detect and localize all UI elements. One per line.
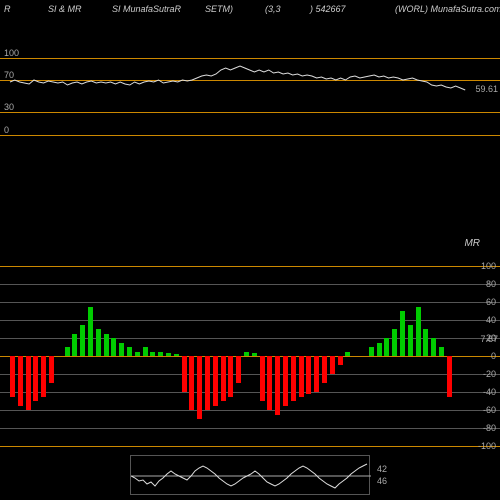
mr-bar: [174, 354, 179, 356]
axis-label: -60: [483, 405, 496, 415]
mr-bar: [80, 325, 85, 357]
gridline: [0, 320, 500, 321]
mr-bar: [275, 356, 280, 415]
mr-bar: [345, 352, 350, 357]
mr-bar: [369, 347, 374, 356]
chart-header: R SI & MR SI MunafaSutraR SETM) (3,3 ) 5…: [0, 2, 500, 16]
mr-bar: [33, 356, 38, 401]
mr-bar: [384, 338, 389, 356]
mr-bar: [283, 356, 288, 406]
mr-bar: [143, 347, 148, 356]
hdr-r1: (WORL) MunafaSutra.com: [395, 4, 500, 14]
mr-bar: [423, 329, 428, 356]
gridline: [0, 374, 500, 375]
gridline: [0, 266, 500, 267]
mr-bar: [41, 356, 46, 397]
mini-l2: 46: [377, 476, 387, 486]
mini-panel: 42 46: [130, 455, 370, 495]
gridline: [0, 446, 500, 447]
mr-bar: [439, 347, 444, 356]
mr-bar: [314, 356, 319, 392]
hdr-m1: (3,3: [265, 4, 281, 14]
mr-current: 7.87: [480, 334, 498, 344]
axis-label: -20: [483, 369, 496, 379]
mr-bar: [377, 343, 382, 357]
mr-bar: [228, 356, 233, 397]
mr-bar: [244, 352, 249, 357]
rsi-panel: 10070300 59.61: [0, 20, 500, 165]
mr-bar: [291, 356, 296, 401]
mr-bar: [135, 352, 140, 357]
mr-bar: [260, 356, 265, 401]
mr-bar: [65, 347, 70, 356]
gridline: [0, 410, 500, 411]
mr-bar: [182, 356, 187, 392]
hdr-si: SI & MR: [48, 4, 82, 14]
mr-panel: MR 100806040200-20-40-60-80-100 7.87: [0, 250, 500, 450]
mr-bar: [267, 356, 272, 410]
mr-bar: [72, 334, 77, 357]
mr-bar: [338, 356, 343, 365]
mr-bar: [150, 352, 155, 357]
mr-bar: [88, 307, 93, 357]
mr-bar: [197, 356, 202, 419]
mr-bar: [96, 329, 101, 356]
mr-bar: [104, 334, 109, 357]
mr-bar: [447, 356, 452, 397]
mr-bar: [330, 356, 335, 374]
hdr-name: SI MunafaSutraR: [112, 4, 181, 14]
axis-label: -80: [483, 423, 496, 433]
mr-bar: [306, 356, 311, 394]
rsi-current: 59.61: [475, 84, 498, 94]
mr-bar: [213, 356, 218, 406]
mini-l1: 42: [377, 464, 387, 474]
mr-bar: [299, 356, 304, 397]
mr-bar: [166, 353, 171, 356]
mr-bar: [49, 356, 54, 383]
axis-label: 80: [486, 279, 496, 289]
axis-label: -40: [483, 387, 496, 397]
axis-label: 100: [481, 261, 496, 271]
gridline: [0, 428, 500, 429]
mr-bar: [416, 307, 421, 357]
mr-bar: [205, 356, 210, 410]
axis-label: 40: [486, 315, 496, 325]
gridline: [0, 302, 500, 303]
mr-bar: [158, 352, 163, 357]
axis-label: 60: [486, 297, 496, 307]
mr-bar: [252, 353, 257, 356]
mr-bar: [392, 329, 397, 356]
axis-label: 0: [491, 351, 496, 361]
mini-svg: [131, 456, 371, 496]
axis-label: -100: [478, 441, 496, 451]
mr-bar: [189, 356, 194, 410]
mr-bar: [18, 356, 23, 406]
hdr-set: SETM): [205, 4, 233, 14]
mr-bar: [221, 356, 226, 401]
mr-bar: [236, 356, 241, 383]
rsi-line: [10, 66, 465, 90]
hdr-m2: ) 542667: [310, 4, 346, 14]
mr-bar: [10, 356, 15, 397]
mr-bar: [119, 343, 124, 357]
mr-bar: [431, 338, 436, 356]
gridline: [0, 392, 500, 393]
mr-bar: [127, 347, 132, 356]
gridline: [0, 284, 500, 285]
mr-bar: [400, 311, 405, 356]
mr-label: MR: [464, 238, 480, 249]
hdr-r: R: [4, 4, 11, 14]
rsi-line-svg: [0, 20, 470, 165]
mr-bar: [322, 356, 327, 383]
mr-bar: [408, 325, 413, 357]
mr-bar: [111, 338, 116, 356]
gridline: [0, 356, 500, 357]
mr-bar: [26, 356, 31, 410]
